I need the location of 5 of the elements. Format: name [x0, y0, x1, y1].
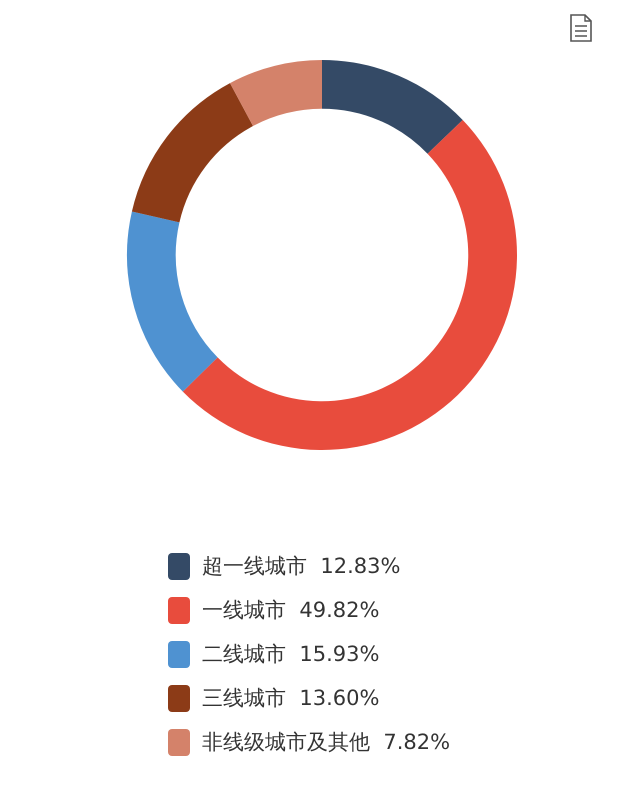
legend-label: 超一线城市 12.83% [202, 553, 400, 580]
legend-label: 三线城市 13.60% [202, 685, 380, 712]
legend-label: 一线城市 49.82% [202, 597, 380, 624]
legend-label: 二线城市 15.93% [202, 641, 380, 668]
legend-label: 非线级城市及其他 7.82% [202, 729, 450, 756]
